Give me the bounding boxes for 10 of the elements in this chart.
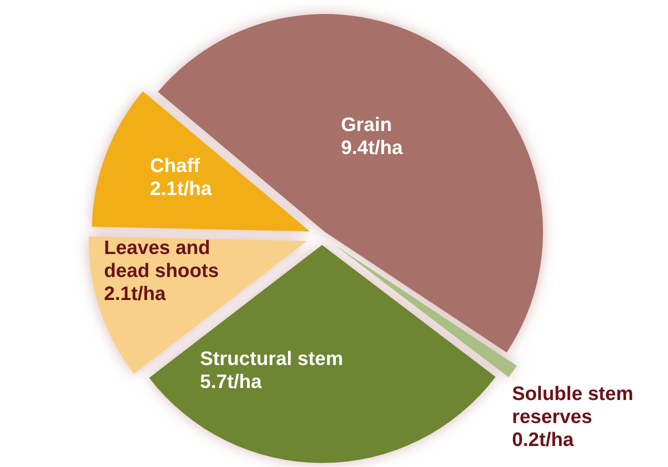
slice-label: Soluble stem reserves xyxy=(512,383,634,428)
data-label: 5.7t/ha xyxy=(200,371,262,393)
slice-label: Chaff xyxy=(150,155,200,177)
slice-label: Structural stem xyxy=(200,348,344,370)
slice-label: Leaves and dead shoots xyxy=(104,237,220,282)
slice-label: Grain xyxy=(341,114,392,136)
data-label: 2.1t/ha xyxy=(150,178,212,200)
data-label: 9.4t/ha xyxy=(341,137,403,159)
data-label: 2.1t/ha xyxy=(104,283,166,305)
data-label: 0.2t/ha xyxy=(512,429,574,451)
